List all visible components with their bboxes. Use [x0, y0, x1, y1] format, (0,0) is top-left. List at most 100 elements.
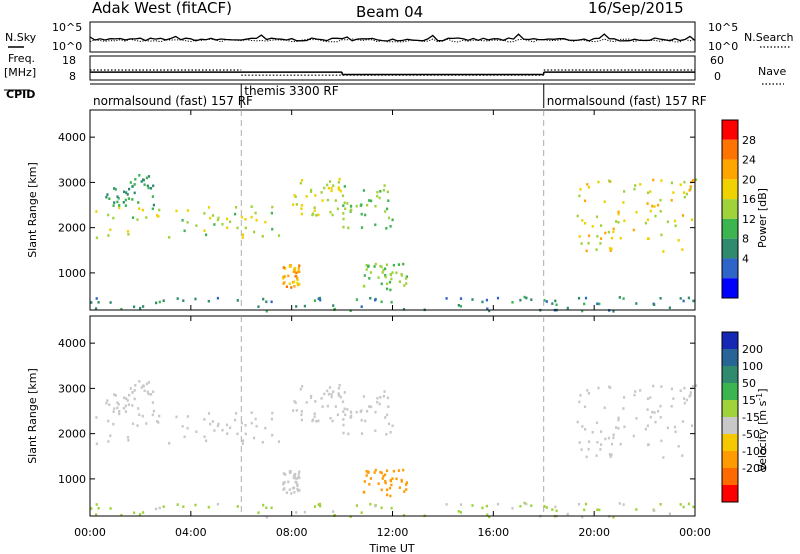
velocity-cell: [334, 405, 337, 408]
power-cell: [692, 179, 695, 182]
velocity-cell: [584, 502, 588, 506]
power-cell: [683, 191, 686, 194]
velocity-cell: [398, 486, 401, 489]
power-cell: [168, 236, 171, 239]
velocity-cell: [382, 474, 385, 478]
velocity-cell: [236, 505, 239, 508]
power-cell: [385, 227, 388, 230]
power-cell: [392, 263, 395, 267]
power-cell: [679, 297, 682, 300]
power-cell: [365, 268, 368, 271]
power-cell: [145, 176, 148, 180]
power-cell: [373, 265, 376, 268]
power-cell: [355, 204, 358, 208]
power-cell: [646, 202, 649, 205]
velocity-cell: [339, 395, 342, 399]
power-cell: [296, 281, 299, 285]
velocity-cell: [152, 409, 155, 413]
velocity-cell: [599, 448, 602, 451]
velocity-cell: [668, 512, 671, 516]
power-cell: [343, 185, 346, 188]
power-cell: [203, 212, 206, 215]
power-cell: [402, 262, 405, 266]
power-cell: [660, 179, 663, 182]
power-cell: [229, 220, 232, 224]
power-cell: [107, 213, 110, 217]
velocity-cell: [612, 516, 615, 519]
velocity-ylabel: Slant Range [km]: [26, 368, 39, 464]
velocity-cell: [402, 514, 406, 517]
velocity-cell: [344, 413, 347, 417]
power-cell: [619, 236, 622, 240]
power-cell: [677, 239, 680, 242]
power-cell: [305, 195, 308, 198]
velocity-cell: [377, 482, 380, 485]
velocity-cell: [300, 413, 303, 416]
power-cell: [485, 298, 488, 302]
power-cell: [679, 183, 682, 186]
power-cell: [321, 199, 324, 202]
noise-sky-line: [89, 33, 696, 42]
power-echo-region: [90, 295, 695, 313]
velocity-cell: [530, 504, 533, 507]
y-tick-label: 1000: [58, 267, 86, 280]
velocity-cell: [105, 401, 108, 405]
velocity-cell: [194, 503, 197, 507]
power-cell: [211, 214, 215, 217]
velocity-cell: [596, 508, 599, 512]
velocity-cell: [296, 487, 299, 491]
velocity-cell: [382, 394, 385, 398]
velocity-cell: [116, 406, 119, 410]
power-cell: [511, 301, 514, 304]
velocity-cell: [133, 511, 136, 515]
velocity-cell: [374, 468, 377, 472]
velocity-cell: [282, 488, 285, 491]
power-cell: [635, 211, 638, 214]
y-tick-label: 4000: [58, 131, 86, 144]
velocity-cell: [471, 504, 474, 507]
power-cell: [262, 297, 265, 301]
power-cell: [607, 230, 610, 234]
velocity-cell: [685, 398, 688, 402]
power-cell: [95, 307, 98, 310]
power-cell: [131, 198, 134, 201]
velocity-cell: [254, 417, 257, 421]
power-cell: [294, 266, 297, 270]
power-cell: [385, 263, 389, 267]
velocity-cell: [297, 489, 300, 493]
power-cell: [379, 264, 382, 268]
velocity-cell: [298, 488, 301, 492]
velocity-cell: [296, 482, 299, 486]
power-cell: [391, 218, 394, 222]
power-cell: [674, 224, 677, 228]
velocity-echo-region: [90, 501, 695, 519]
power-cell: [374, 262, 377, 266]
velocity-cell: [288, 471, 291, 474]
power-cell: [343, 201, 346, 205]
velocity-cell: [114, 394, 117, 397]
power-cell: [300, 207, 303, 210]
velocity-cell: [659, 503, 662, 506]
velocity-cell: [241, 442, 244, 445]
velocity-cell: [112, 410, 115, 413]
velocity-cell: [662, 456, 665, 459]
velocity-cell: [124, 404, 127, 408]
power-cell: [395, 271, 398, 275]
power-cell: [591, 225, 594, 228]
power-cell: [644, 221, 647, 225]
power-cell: [313, 209, 316, 212]
power-cell: [158, 208, 161, 212]
velocity-cell: [295, 409, 298, 412]
velocity-cell: [229, 426, 232, 430]
velocity-colorbar-swatch: [722, 417, 738, 434]
power-cell: [255, 218, 258, 222]
velocity-cell: [683, 397, 686, 400]
velocity-colorbar-swatch: [722, 332, 738, 349]
velocity-cell: [370, 405, 373, 409]
velocity-cell: [155, 507, 158, 511]
power-cell: [297, 283, 300, 287]
power-cell: [176, 297, 179, 300]
power-cell: [381, 271, 384, 274]
power-cell: [125, 191, 128, 194]
velocity-colorbar-swatch: [722, 468, 738, 485]
